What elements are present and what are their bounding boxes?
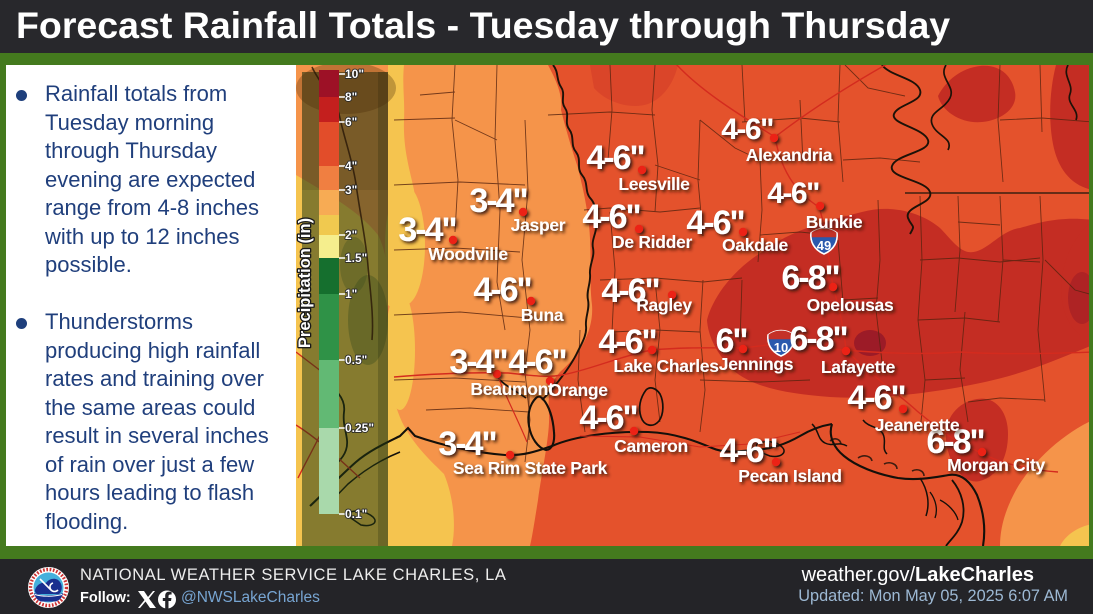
svg-text:Cameron: Cameron bbox=[614, 436, 688, 456]
svg-text:4-6": 4-6" bbox=[508, 343, 565, 381]
svg-text:10: 10 bbox=[774, 340, 788, 355]
svg-text:3-4": 3-4" bbox=[449, 343, 506, 381]
svg-text:4-6": 4-6" bbox=[721, 113, 773, 146]
svg-text:4-6": 4-6" bbox=[579, 399, 636, 437]
svg-text:4-6": 4-6" bbox=[719, 432, 776, 470]
svg-text:3-4": 3-4" bbox=[438, 425, 495, 463]
svg-text:Jeanerette: Jeanerette bbox=[875, 415, 960, 435]
svg-text:6-8": 6-8" bbox=[789, 320, 846, 358]
svg-text:Alexandria: Alexandria bbox=[746, 145, 833, 165]
svg-text:6-8": 6-8" bbox=[926, 423, 983, 461]
svg-text:Pecan Island: Pecan Island bbox=[738, 466, 841, 486]
svg-text:3-4": 3-4" bbox=[469, 182, 526, 220]
svg-text:Lafayette: Lafayette bbox=[821, 357, 896, 377]
svg-text:6": 6" bbox=[715, 322, 746, 360]
svg-text:49: 49 bbox=[817, 238, 831, 253]
svg-text:Ragley: Ragley bbox=[636, 295, 692, 315]
svg-text:1.5": 1.5" bbox=[345, 251, 367, 265]
svg-text:Leesville: Leesville bbox=[618, 174, 690, 194]
svg-text:0.1": 0.1" bbox=[345, 507, 367, 521]
svg-text:Opelousas: Opelousas bbox=[807, 295, 894, 315]
svg-text:0.25": 0.25" bbox=[345, 421, 374, 435]
svg-text:6-8": 6-8" bbox=[781, 259, 838, 297]
svg-text:De Ridder: De Ridder bbox=[612, 232, 692, 252]
svg-text:Sea Rim State Park: Sea Rim State Park bbox=[453, 458, 608, 478]
svg-text:2": 2" bbox=[345, 228, 357, 242]
svg-text:6": 6" bbox=[345, 115, 357, 129]
svg-text:10": 10" bbox=[345, 67, 364, 81]
svg-text:4-6": 4-6" bbox=[586, 139, 643, 177]
svg-text:4": 4" bbox=[345, 159, 357, 173]
svg-text:Jasper: Jasper bbox=[511, 215, 566, 235]
svg-text:0.5": 0.5" bbox=[345, 353, 367, 367]
svg-text:Beaumont: Beaumont bbox=[470, 379, 554, 399]
svg-text:4-6": 4-6" bbox=[767, 177, 819, 210]
svg-text:4-6": 4-6" bbox=[601, 272, 658, 310]
svg-text:4-6": 4-6" bbox=[598, 323, 655, 361]
svg-text:4-6": 4-6" bbox=[582, 198, 639, 236]
svg-text:4-6": 4-6" bbox=[686, 204, 743, 242]
svg-text:4-6": 4-6" bbox=[847, 379, 904, 417]
svg-text:Precipitation (in): Precipitation (in) bbox=[296, 218, 314, 348]
svg-text:Lake Charles: Lake Charles bbox=[613, 356, 719, 376]
svg-text:1": 1" bbox=[345, 287, 357, 301]
svg-text:4-6": 4-6" bbox=[473, 271, 530, 309]
svg-text:8": 8" bbox=[345, 90, 357, 104]
svg-text:Bunkie: Bunkie bbox=[806, 212, 863, 232]
svg-text:Woodville: Woodville bbox=[428, 244, 508, 264]
svg-text:Oakdale: Oakdale bbox=[722, 235, 789, 255]
svg-text:3": 3" bbox=[345, 183, 357, 197]
svg-text:Buna: Buna bbox=[521, 305, 564, 325]
svg-text:Jennings: Jennings bbox=[719, 354, 794, 374]
svg-text:Morgan City: Morgan City bbox=[947, 455, 1045, 475]
svg-text:3-4": 3-4" bbox=[398, 211, 455, 249]
svg-text:Orange: Orange bbox=[548, 380, 608, 400]
